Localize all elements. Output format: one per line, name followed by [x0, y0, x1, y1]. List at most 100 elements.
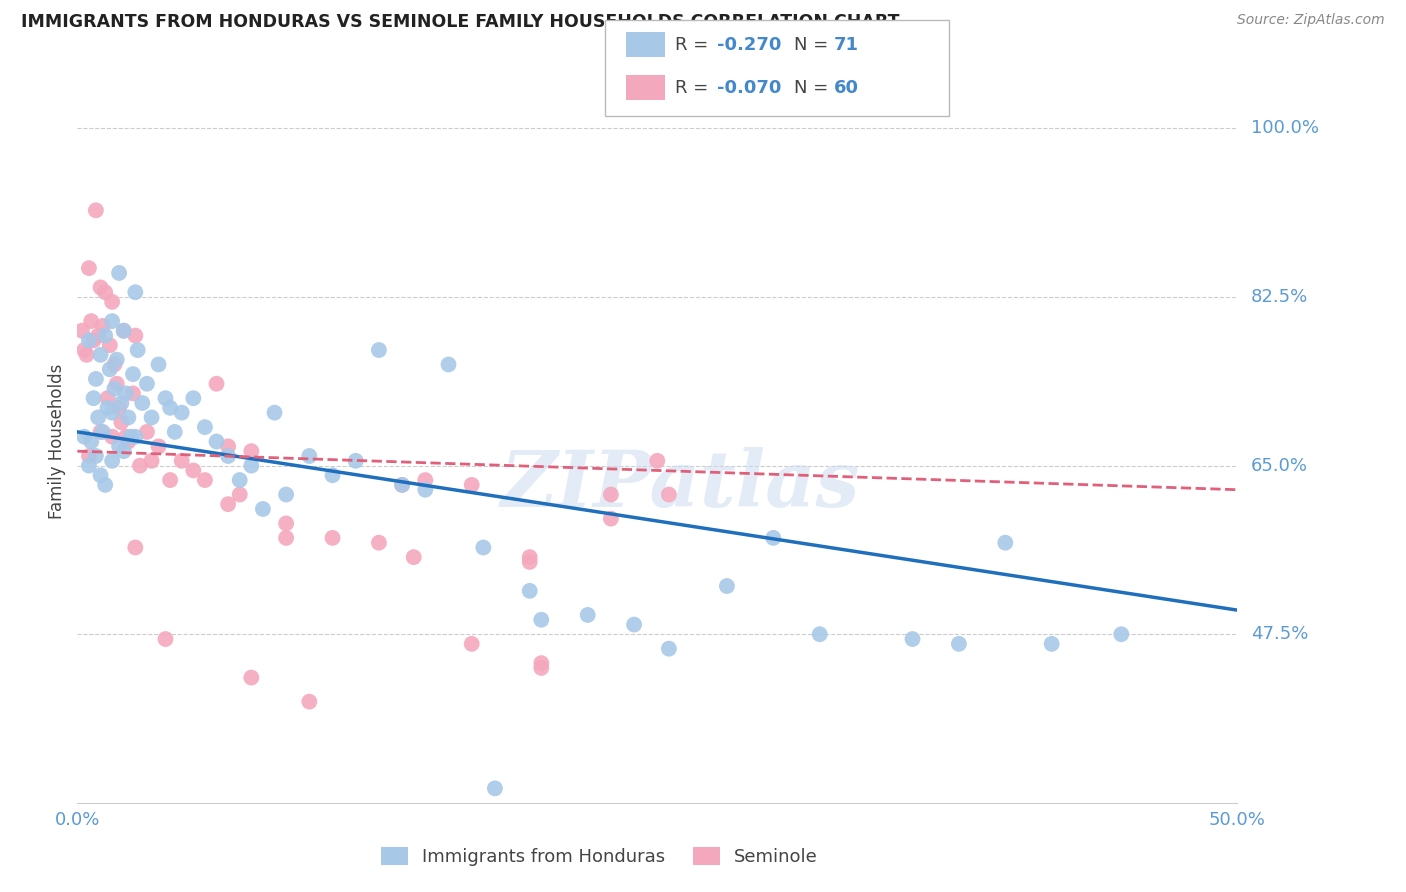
Point — [105, 352, 128, 367]
Point — [321, 531, 344, 545]
Point — [124, 430, 146, 444]
Point — [155, 391, 177, 405]
Point — [101, 314, 124, 328]
Point — [115, 386, 138, 401]
Point — [103, 382, 125, 396]
Point — [276, 516, 298, 531]
Point — [228, 473, 252, 487]
Point — [170, 454, 193, 468]
Point — [252, 502, 274, 516]
Point — [519, 583, 541, 598]
Point — [90, 348, 111, 362]
Point — [461, 478, 484, 492]
Point — [530, 656, 553, 670]
Point — [90, 280, 111, 294]
Text: Source: ZipAtlas.com: Source: ZipAtlas.com — [1237, 13, 1385, 28]
Point — [205, 376, 228, 391]
Point — [112, 324, 135, 338]
Point — [101, 430, 124, 444]
Point — [94, 285, 117, 300]
Point — [240, 444, 263, 458]
Point — [263, 406, 285, 420]
Point — [276, 531, 298, 545]
Point — [117, 434, 139, 449]
Point — [103, 358, 125, 372]
Point — [91, 425, 114, 439]
Point — [70, 324, 93, 338]
Point — [240, 671, 263, 685]
Point — [228, 487, 252, 501]
Point — [90, 468, 111, 483]
Point — [1111, 627, 1133, 641]
Point — [90, 425, 111, 439]
Point — [96, 391, 118, 405]
Text: R =: R = — [675, 79, 714, 97]
Point — [141, 454, 163, 468]
Point — [163, 425, 186, 439]
Point — [194, 473, 217, 487]
Point — [519, 550, 541, 565]
Point — [98, 338, 121, 352]
Point — [402, 550, 425, 565]
Point — [217, 449, 239, 463]
Point — [120, 430, 142, 444]
Point — [762, 531, 785, 545]
Point — [716, 579, 738, 593]
Point — [80, 314, 103, 328]
Point — [127, 343, 149, 357]
Point — [148, 439, 170, 453]
Point — [84, 203, 107, 218]
Point — [108, 401, 131, 415]
Point — [83, 334, 105, 348]
Point — [76, 348, 98, 362]
Point — [110, 415, 132, 429]
Point — [183, 391, 205, 405]
Text: N =: N = — [794, 37, 834, 54]
Point — [124, 328, 146, 343]
Point — [108, 266, 131, 280]
Point — [83, 391, 105, 405]
Point — [344, 454, 367, 468]
Point — [136, 425, 159, 439]
Point — [994, 535, 1017, 549]
Point — [183, 463, 205, 477]
Point — [101, 294, 124, 309]
Point — [155, 632, 177, 646]
Point — [77, 449, 100, 463]
Point — [87, 410, 110, 425]
Point — [217, 497, 239, 511]
Point — [901, 632, 924, 646]
Point — [205, 434, 228, 449]
Point — [276, 487, 298, 501]
Point — [77, 261, 100, 276]
Point — [321, 468, 344, 483]
Point — [101, 406, 124, 420]
Point — [808, 627, 831, 641]
Point — [472, 541, 495, 555]
Point — [658, 487, 681, 501]
Point — [647, 454, 669, 468]
Point — [519, 555, 541, 569]
Point — [77, 334, 100, 348]
Point — [948, 637, 970, 651]
Point — [122, 386, 145, 401]
Point — [437, 358, 460, 372]
Point — [80, 434, 103, 449]
Point — [110, 396, 132, 410]
Point — [217, 439, 239, 453]
Legend: Immigrants from Honduras, Seminole: Immigrants from Honduras, Seminole — [374, 839, 825, 873]
Point — [131, 396, 153, 410]
Point — [194, 420, 217, 434]
Point — [658, 641, 681, 656]
Point — [84, 372, 107, 386]
Point — [122, 367, 145, 381]
Point — [461, 637, 484, 651]
Text: 100.0%: 100.0% — [1251, 120, 1319, 137]
Point — [108, 439, 131, 453]
Point — [298, 695, 321, 709]
Point — [77, 458, 100, 473]
Point — [105, 376, 128, 391]
Text: R =: R = — [675, 37, 714, 54]
Point — [159, 473, 181, 487]
Point — [101, 454, 124, 468]
